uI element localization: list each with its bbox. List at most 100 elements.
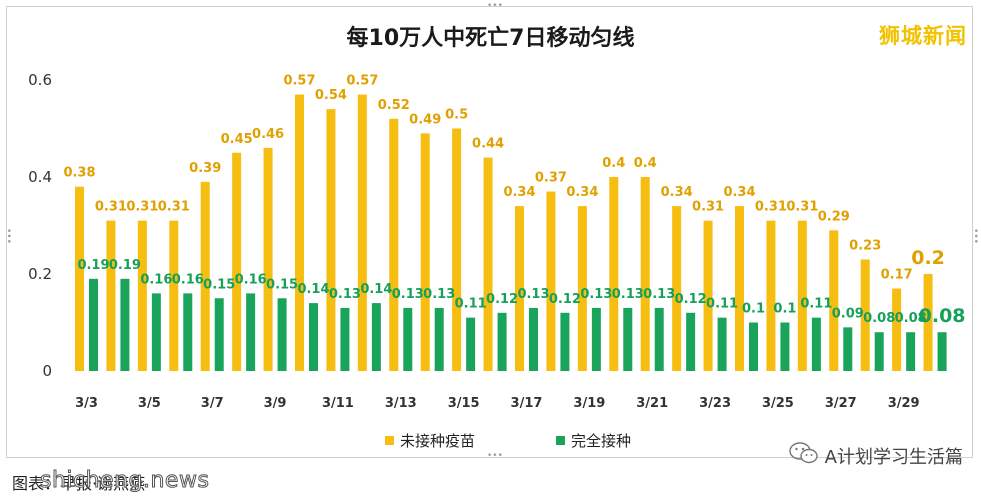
- resize-handle-bottom[interactable]: •••: [487, 451, 503, 461]
- bar-unvaccinated[interactable]: [452, 128, 462, 372]
- bar-unvaccinated[interactable]: [169, 220, 179, 371]
- bar-fully-vaccinated[interactable]: [120, 278, 130, 371]
- bar-unvaccinated[interactable]: [546, 191, 556, 371]
- bar-fully-vaccinated[interactable]: [906, 332, 916, 371]
- bar-fully-vaccinated[interactable]: [246, 293, 256, 371]
- bar-fully-vaccinated[interactable]: [403, 307, 413, 371]
- bar-unvaccinated[interactable]: [797, 220, 807, 371]
- bar-fully-vaccinated[interactable]: [717, 317, 727, 371]
- x-tick-label: 3/25: [762, 396, 794, 411]
- x-tick-label: 3/11: [322, 396, 354, 411]
- bar-unvaccinated[interactable]: [357, 94, 367, 372]
- bar-fully-vaccinated[interactable]: [340, 307, 350, 371]
- bar-unvaccinated[interactable]: [923, 274, 933, 371]
- bar-unvaccinated[interactable]: [829, 230, 839, 371]
- label-unvaccinated: 0.57: [346, 74, 378, 89]
- bar-unvaccinated[interactable]: [106, 220, 116, 371]
- bar-fully-vaccinated[interactable]: [780, 322, 790, 372]
- bar-unvaccinated[interactable]: [860, 259, 870, 371]
- bar-unvaccinated[interactable]: [515, 206, 524, 371]
- x-tick-label: 3/3: [75, 396, 98, 411]
- bar-fully-vaccinated[interactable]: [277, 298, 287, 371]
- bar-unvaccinated[interactable]: [389, 118, 399, 371]
- legend-item-fully-vaccinated[interactable]: 完全接种: [556, 430, 631, 451]
- label-fully-vaccinated: 0.08: [895, 311, 927, 326]
- label-fully-vaccinated: 0.12: [675, 292, 707, 307]
- bar-fully-vaccinated[interactable]: [309, 303, 318, 371]
- bar-fully-vaccinated[interactable]: [843, 327, 853, 371]
- watermark-text: shicheng.news: [39, 468, 210, 494]
- bar-fully-vaccinated[interactable]: [151, 293, 161, 371]
- label-fully-vaccinated: 0.13: [392, 287, 424, 302]
- bar-unvaccinated[interactable]: [75, 186, 84, 371]
- bar-fully-vaccinated[interactable]: [371, 303, 381, 371]
- brand-logo-text: 狮城新闻: [879, 24, 967, 48]
- resize-handle-right[interactable]: •••: [970, 228, 980, 244]
- bar-fully-vaccinated[interactable]: [89, 278, 98, 371]
- label-unvaccinated: 0.39: [189, 161, 221, 176]
- chart-title: 每10万人中死亡7日移动匀线: [346, 26, 635, 51]
- label-fully-vaccinated: 0.12: [486, 292, 518, 307]
- legend-item-unvaccinated[interactable]: 未接种疫苗: [385, 430, 475, 451]
- bar-unvaccinated[interactable]: [232, 152, 242, 371]
- label-fully-vaccinated: 0.09: [832, 306, 864, 321]
- wechat-icon: [788, 442, 819, 469]
- legend-swatch-fully-vaccinated: [556, 436, 565, 445]
- x-tick-label: 3/5: [138, 396, 161, 411]
- bar-fully-vaccinated[interactable]: [874, 332, 884, 371]
- resize-handle-left[interactable]: •••: [3, 228, 13, 244]
- bar-chart: 00.20.40.6 0.380.190.310.190.310.160.310…: [28, 71, 966, 411]
- y-tick-label: 0.2: [28, 265, 52, 283]
- bar-unvaccinated[interactable]: [609, 177, 619, 371]
- bar-fully-vaccinated[interactable]: [623, 307, 633, 371]
- label-unvaccinated: 0.31: [158, 200, 190, 215]
- label-unvaccinated: 0.54: [315, 88, 347, 103]
- label-fully-vaccinated: 0.14: [360, 282, 392, 297]
- label-fully-vaccinated: 0.13: [612, 287, 644, 302]
- x-tick-label: 3/27: [825, 396, 857, 411]
- label-unvaccinated: 0.17: [881, 268, 913, 283]
- label-unvaccinated: 0.31: [786, 200, 818, 215]
- label-fully-vaccinated: 0.11: [706, 297, 738, 312]
- bar-fully-vaccinated[interactable]: [654, 307, 664, 371]
- bar-unvaccinated[interactable]: [735, 206, 744, 371]
- bar-unvaccinated[interactable]: [200, 181, 210, 371]
- label-fully-vaccinated: 0.08: [919, 305, 966, 327]
- bar-fully-vaccinated[interactable]: [183, 293, 193, 371]
- bar-unvaccinated[interactable]: [640, 177, 650, 371]
- bars-group: [75, 94, 947, 372]
- bar-fully-vaccinated[interactable]: [560, 312, 570, 371]
- bar-unvaccinated[interactable]: [577, 206, 587, 371]
- bar-fully-vaccinated[interactable]: [686, 312, 696, 371]
- bar-fully-vaccinated[interactable]: [497, 312, 507, 371]
- bar-fully-vaccinated[interactable]: [591, 307, 601, 371]
- bar-unvaccinated[interactable]: [137, 220, 147, 371]
- bar-unvaccinated[interactable]: [483, 157, 493, 371]
- bar-fully-vaccinated[interactable]: [466, 317, 476, 371]
- bar-fully-vaccinated[interactable]: [937, 332, 947, 371]
- label-unvaccinated: 0.4: [602, 156, 625, 171]
- bar-unvaccinated[interactable]: [672, 206, 682, 371]
- bar-unvaccinated[interactable]: [703, 220, 713, 371]
- label-unvaccinated: 0.31: [692, 200, 724, 215]
- legend-label-fully-vaccinated: 完全接种: [571, 432, 632, 450]
- x-axis: 3/3 3/5 3/7 3/9 3/11 3/13 3/15 3/17 3/19 3/21 3/23…: [75, 396, 920, 411]
- bar-unvaccinated[interactable]: [766, 220, 776, 371]
- label-unvaccinated: 0.44: [472, 137, 504, 152]
- bar-unvaccinated[interactable]: [326, 109, 336, 371]
- bar-fully-vaccinated[interactable]: [749, 322, 758, 372]
- bar-fully-vaccinated[interactable]: [214, 298, 224, 371]
- bar-fully-vaccinated[interactable]: [811, 317, 821, 371]
- bar-unvaccinated[interactable]: [420, 133, 430, 371]
- label-unvaccinated: 0.5: [445, 108, 468, 123]
- resize-handle-top[interactable]: •••: [487, 1, 503, 11]
- bar-fully-vaccinated[interactable]: [434, 307, 444, 371]
- x-tick-label: 3/19: [573, 396, 605, 411]
- label-unvaccinated: 0.34: [661, 185, 693, 200]
- bar-fully-vaccinated[interactable]: [529, 307, 538, 371]
- bar-unvaccinated[interactable]: [892, 288, 902, 371]
- label-fully-vaccinated: 0.15: [266, 277, 298, 292]
- label-fully-vaccinated: 0.1: [773, 302, 796, 317]
- bar-unvaccinated[interactable]: [263, 147, 273, 371]
- bar-unvaccinated[interactable]: [295, 94, 304, 372]
